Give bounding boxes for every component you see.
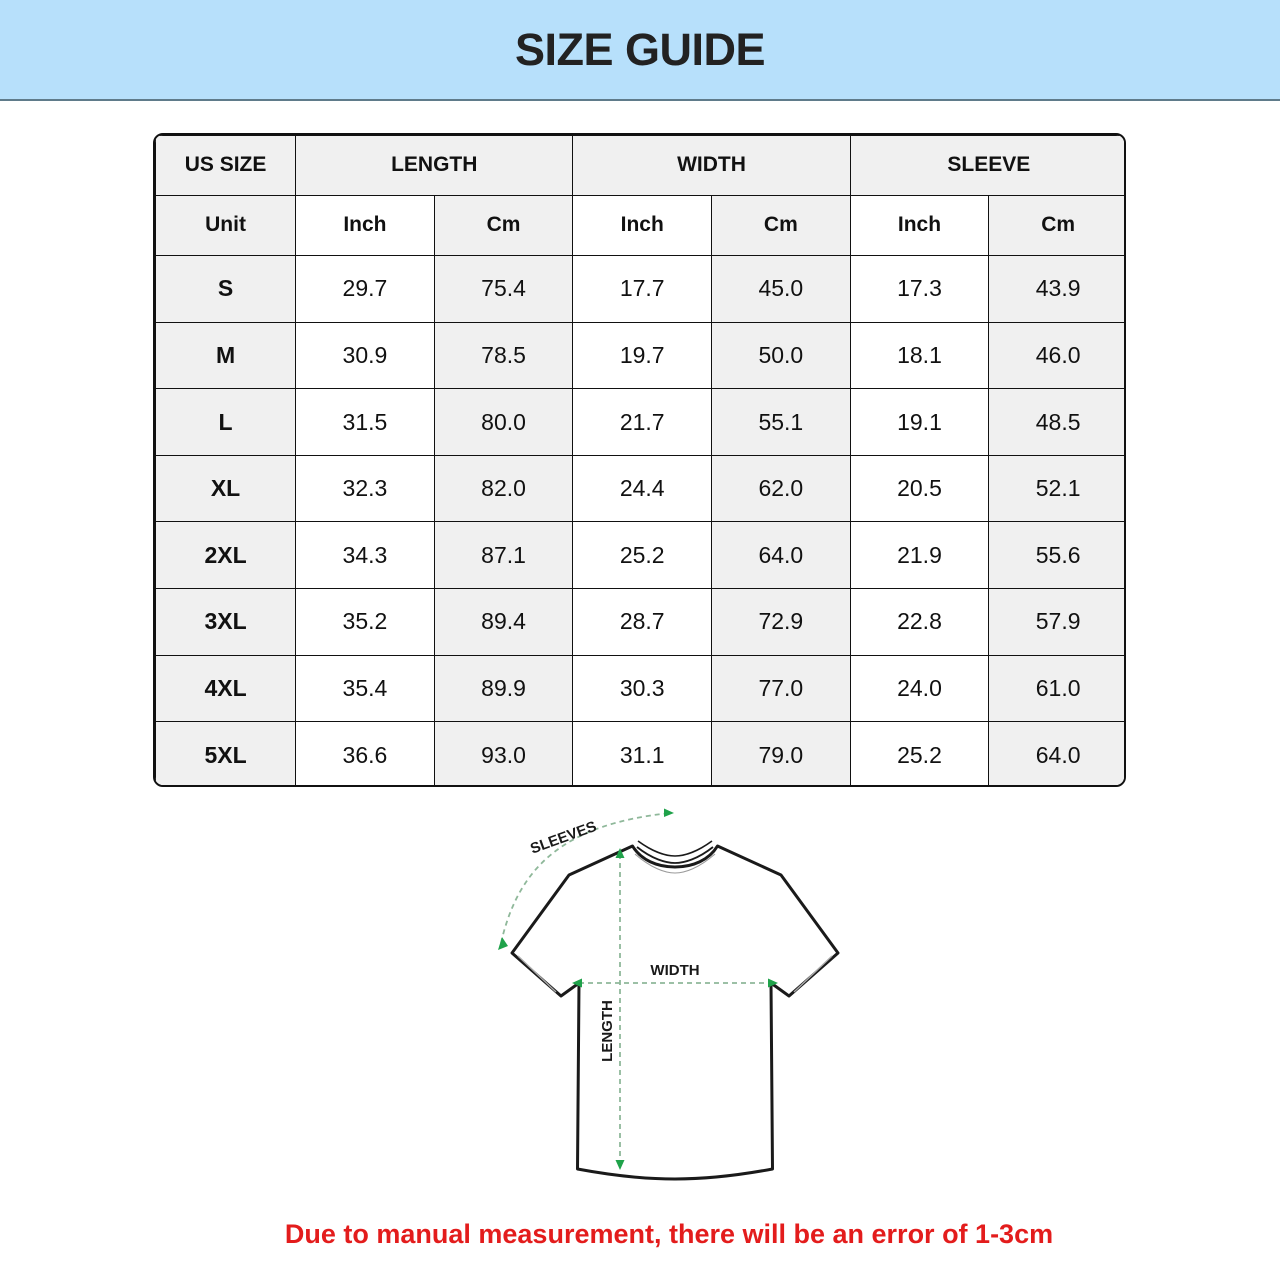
svg-text:SLEEVES: SLEEVES <box>528 818 599 858</box>
svg-text:WIDTH: WIDTH <box>650 962 699 979</box>
svg-text:LENGTH: LENGTH <box>599 1000 616 1062</box>
